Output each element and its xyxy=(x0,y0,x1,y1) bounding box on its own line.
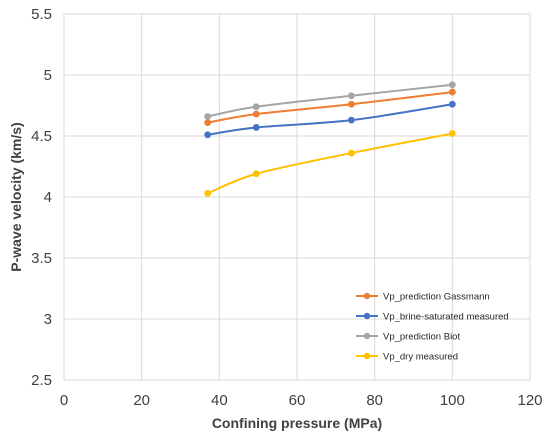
legend-label: Vp_prediction Gassmann xyxy=(383,292,490,303)
y-tick-label: 4.5 xyxy=(31,128,52,145)
y-tick-label: 4 xyxy=(44,189,52,206)
data-point xyxy=(252,103,260,111)
series-line xyxy=(207,91,453,124)
data-point xyxy=(204,131,212,139)
data-point xyxy=(448,130,456,137)
y-tick-label: 5.5 xyxy=(31,6,52,23)
data-point xyxy=(347,92,355,100)
data-point xyxy=(252,170,260,178)
legend-swatch-marker xyxy=(363,312,371,320)
legend-label: Vp_dry measured xyxy=(383,352,458,363)
plot-area xyxy=(63,13,531,381)
x-tick-label: 0 xyxy=(60,392,68,409)
data-point xyxy=(448,81,456,89)
data-point xyxy=(347,116,355,124)
y-axis-title: P-wave velocity (km/s) xyxy=(8,122,24,271)
data-point xyxy=(204,113,212,120)
tick-labels: 0 20 40 60 80 100 120 2.5 3 3.5 4 4.5 5 5.5 xyxy=(31,6,542,409)
legend-swatch-marker xyxy=(363,332,371,340)
x-tick-label: 120 xyxy=(517,392,542,409)
series-line xyxy=(207,83,453,118)
data-point xyxy=(252,124,260,131)
series-line xyxy=(207,132,453,195)
data-point xyxy=(204,189,212,197)
data-point xyxy=(448,88,456,96)
grid xyxy=(63,13,531,381)
x-tick-label: 60 xyxy=(289,392,306,409)
plot-frame xyxy=(63,13,531,381)
x-axis-title: Confining pressure (MPa) xyxy=(212,415,382,431)
x-tick-label: 100 xyxy=(440,392,465,409)
legend-swatch-marker xyxy=(363,352,371,360)
series-lines xyxy=(204,81,456,197)
data-point xyxy=(204,119,212,126)
legend-label: Vp_prediction Biot xyxy=(383,332,460,343)
legend: Vp_prediction Gassmann Vp_brine-saturated… xyxy=(356,292,509,363)
data-point xyxy=(448,100,456,108)
legend-label: Vp_brine-saturated measured xyxy=(383,312,509,323)
series-line xyxy=(207,103,453,136)
x-tick-label: 20 xyxy=(133,392,150,409)
data-point xyxy=(347,100,355,108)
data-point xyxy=(347,149,355,157)
x-tick-label: 80 xyxy=(366,392,383,409)
y-tick-label: 5 xyxy=(44,67,52,84)
y-tick-label: 2.5 xyxy=(31,372,52,389)
x-tick-label: 40 xyxy=(211,392,228,409)
data-point xyxy=(252,110,260,118)
y-tick-label: 3 xyxy=(44,311,52,328)
legend-swatch-marker xyxy=(363,292,371,300)
y-tick-label: 3.5 xyxy=(31,250,52,267)
